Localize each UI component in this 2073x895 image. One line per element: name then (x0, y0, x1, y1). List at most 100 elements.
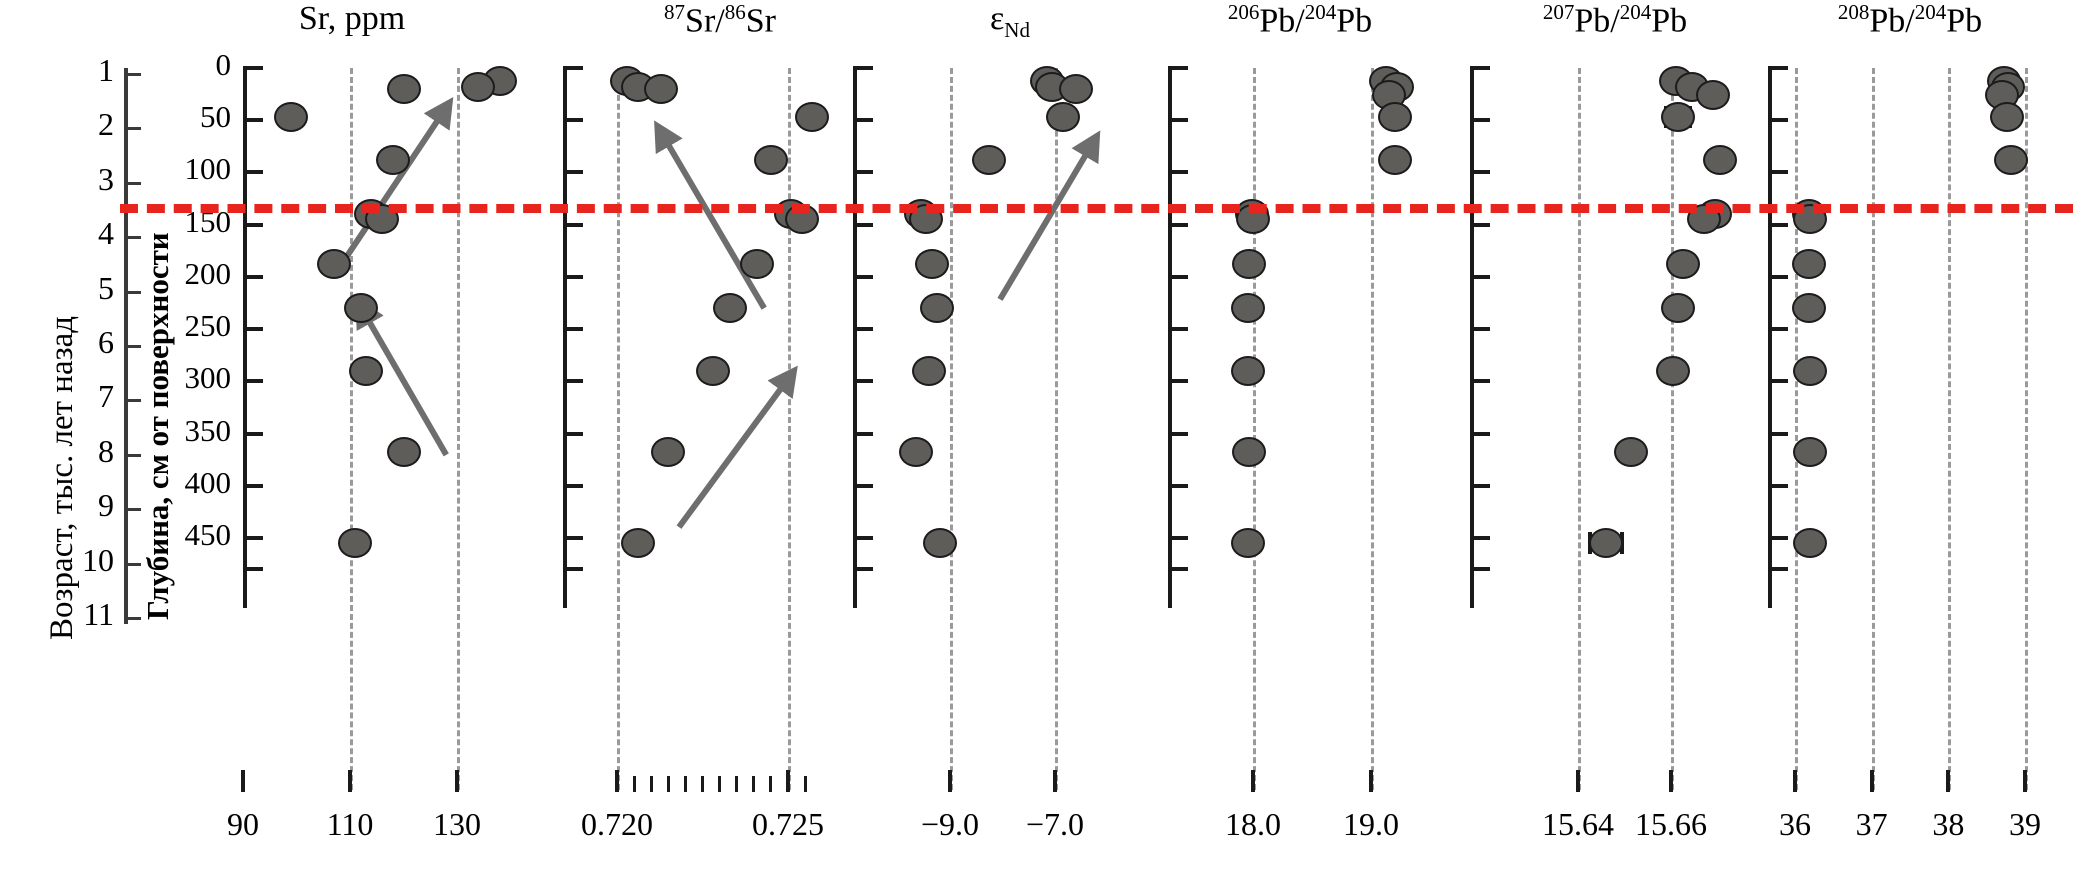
data-point[interactable] (1695, 80, 1730, 111)
data-point[interactable] (1994, 144, 2029, 175)
depth-tick (853, 379, 873, 384)
depth-tick (563, 483, 583, 488)
gridline (350, 68, 353, 790)
depth-tick-label: 450 (184, 517, 232, 552)
panel-title-2: εNd (990, 0, 1030, 42)
data-point[interactable] (1231, 528, 1266, 559)
x-tick (455, 770, 459, 792)
age-tick-label: 2 (98, 106, 114, 143)
depth-tick (243, 274, 263, 279)
depth-tick (1470, 118, 1490, 123)
data-point[interactable] (1791, 293, 1826, 324)
data-point[interactable] (740, 249, 775, 280)
data-point[interactable] (1059, 73, 1093, 104)
x-tick (1946, 770, 1951, 792)
data-point[interactable] (1614, 437, 1649, 468)
depth-tick (1168, 431, 1188, 436)
depth-tick (1768, 66, 1788, 70)
age-tick (124, 127, 141, 131)
depth-tick (1168, 222, 1188, 227)
data-point[interactable] (274, 102, 309, 133)
depth-tick (563, 222, 583, 227)
depth-tick (243, 483, 263, 488)
age-tick-label: 9 (98, 487, 114, 524)
data-point[interactable] (620, 528, 655, 559)
data-point[interactable] (1377, 144, 1412, 175)
stratigraphic-boundary-line (120, 203, 2073, 213)
data-point[interactable] (343, 293, 378, 324)
depth-tick (853, 274, 873, 279)
data-point[interactable] (712, 293, 747, 324)
depth-tick (1768, 536, 1788, 540)
data-point[interactable] (316, 249, 351, 280)
gridline (457, 68, 460, 790)
data-point[interactable] (461, 71, 496, 102)
data-point[interactable] (1231, 355, 1266, 386)
data-point[interactable] (1656, 355, 1691, 386)
depth-tick (853, 431, 873, 436)
gridline (788, 68, 791, 790)
depth-tick (563, 431, 583, 436)
data-point[interactable] (753, 144, 788, 175)
data-point[interactable] (1665, 249, 1700, 280)
data-point[interactable] (338, 528, 373, 559)
x-tick-label: 15.64 (1542, 806, 1614, 842)
x-tick (1869, 770, 1874, 792)
data-point[interactable] (644, 73, 679, 104)
data-point[interactable] (1377, 102, 1412, 133)
data-point[interactable] (794, 102, 829, 133)
panel-title-4: 207Pb/204Pb (1542, 0, 1688, 40)
data-point[interactable] (1588, 528, 1623, 559)
data-point[interactable] (1660, 102, 1695, 133)
gridline (1371, 68, 1374, 790)
data-point[interactable] (898, 437, 933, 468)
depth-tick (853, 536, 873, 540)
x-tick-label: 15.66 (1635, 806, 1707, 842)
data-point[interactable] (914, 249, 949, 280)
age-tick (124, 73, 141, 76)
x-tick-label: 18.0 (1225, 806, 1281, 842)
x-tick (752, 776, 756, 792)
depth-tick (243, 379, 263, 384)
data-point[interactable] (386, 73, 421, 104)
data-point[interactable] (1231, 293, 1266, 324)
data-point[interactable] (1232, 249, 1267, 280)
data-point[interactable] (912, 355, 946, 386)
depth-tick-label: 300 (184, 360, 232, 396)
data-point[interactable] (1989, 102, 2024, 133)
x-tick-label: 0.720 (581, 806, 653, 842)
data-point[interactable] (1045, 102, 1080, 133)
data-point[interactable] (651, 437, 686, 468)
data-point[interactable] (1791, 249, 1826, 280)
data-point[interactable] (1793, 437, 1828, 468)
depth-tick (243, 567, 263, 572)
x-tick (735, 776, 739, 792)
data-point[interactable] (375, 144, 410, 175)
data-point[interactable] (386, 437, 421, 468)
panel-title-0: Sr, ppm (298, 0, 406, 37)
x-tick-label: 39 (2009, 806, 2041, 842)
data-point[interactable] (1232, 437, 1267, 468)
depth-tick-label: 100 (184, 151, 232, 187)
panel-spine-5 (1768, 68, 1772, 608)
data-point[interactable] (1660, 293, 1695, 324)
gridline (1871, 68, 1875, 790)
data-point[interactable] (1793, 355, 1828, 386)
gridline (1671, 68, 1674, 790)
gridline (1578, 68, 1581, 790)
depth-tick (563, 118, 583, 123)
data-point[interactable] (1793, 528, 1828, 559)
depth-tick (563, 327, 583, 332)
data-point[interactable] (919, 293, 954, 324)
data-point[interactable] (922, 528, 957, 559)
data-point[interactable] (349, 355, 384, 386)
depth-tick (1768, 327, 1788, 332)
data-point[interactable] (1702, 144, 1737, 175)
x-tick (683, 776, 687, 792)
age-tick (124, 399, 141, 403)
depth-tick (1168, 274, 1188, 279)
data-point[interactable] (972, 144, 1007, 175)
data-point[interactable] (695, 355, 730, 386)
